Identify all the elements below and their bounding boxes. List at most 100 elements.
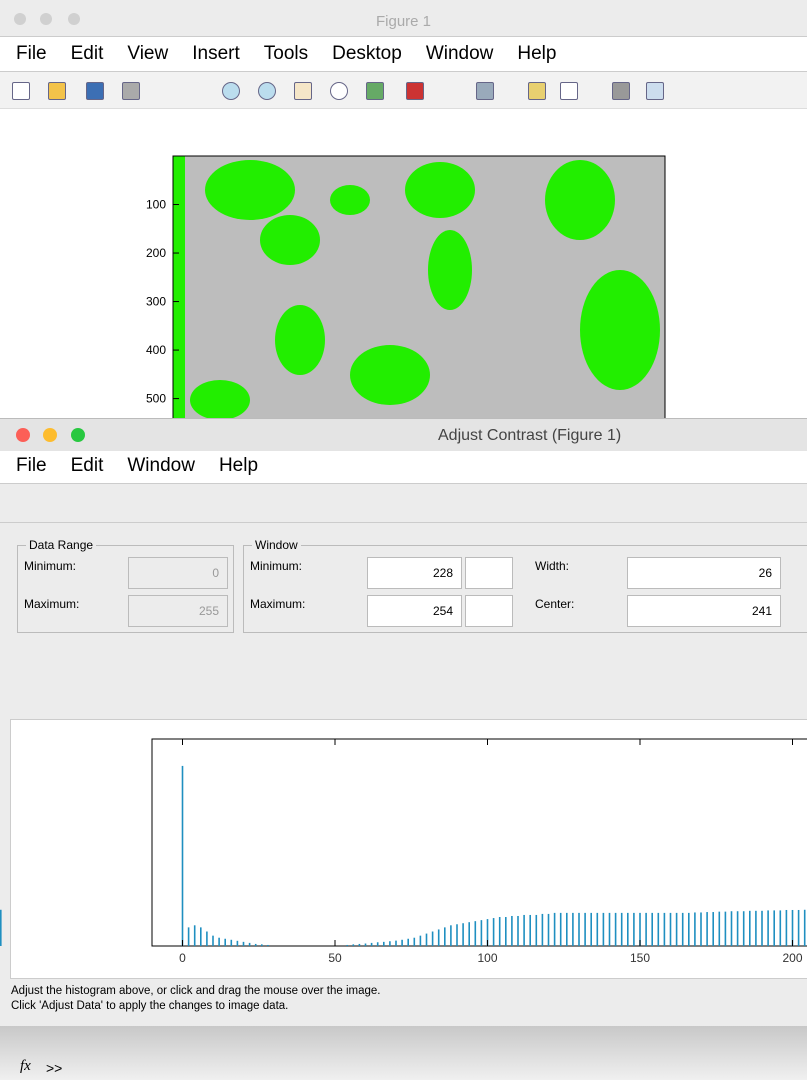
open-icon[interactable]: [48, 82, 66, 100]
histogram-bar: [200, 927, 202, 946]
close-button[interactable]: [14, 13, 26, 25]
histogram-bar: [364, 943, 367, 946]
histogram-bar: [559, 912, 562, 946]
panel-title: Window: [252, 538, 301, 552]
legend-icon[interactable]: [560, 82, 578, 100]
histogram: 0 50 100 150 200: [0, 738, 807, 965]
menu-item[interactable]: File: [16, 43, 47, 64]
menu-item[interactable]: Tools: [263, 43, 309, 64]
axes-box: [151, 738, 807, 947]
histogram-bar: [602, 912, 605, 946]
x-tick-label: 100: [477, 951, 497, 965]
histogram-bar: [242, 941, 245, 946]
link-icon[interactable]: [476, 82, 494, 100]
x-tick-label: 0: [179, 951, 186, 965]
show-icon[interactable]: [646, 82, 664, 100]
histogram-bar: [230, 939, 233, 946]
histogram-bar: [456, 924, 458, 946]
label: Maximum:: [24, 597, 80, 611]
histogram-bar: [267, 944, 269, 946]
menu-item[interactable]: Window: [127, 455, 195, 476]
histogram-bar: [566, 912, 568, 946]
histogram-bar: [352, 944, 355, 946]
histogram-bar: [785, 909, 788, 946]
histogram-bar: [437, 929, 440, 946]
histogram-bar: [633, 912, 635, 946]
histogram-bar: [803, 909, 806, 946]
minimize-button[interactable]: [40, 13, 52, 25]
y-tick-label: 400: [146, 343, 166, 357]
histogram-bar: [724, 911, 727, 946]
menu-item[interactable]: File: [16, 455, 47, 476]
eyedropper-button[interactable]: [465, 595, 513, 627]
menu-item[interactable]: View: [127, 43, 169, 64]
menu-item[interactable]: Desktop: [332, 43, 402, 64]
menu-bar: File Edit View Insert Tools Desktop Window Help: [16, 43, 580, 65]
histogram-bar: [620, 912, 623, 946]
histogram-bar: [468, 922, 470, 946]
colorbar-icon[interactable]: [528, 82, 546, 100]
menu-item[interactable]: Help: [517, 43, 557, 64]
histogram-bar: [236, 940, 239, 946]
menu-bg: [0, 451, 807, 483]
histogram-bar: [700, 912, 702, 946]
window-panel: Window: [243, 538, 807, 633]
histogram-bar: [480, 920, 483, 946]
text-field[interactable]: 26: [627, 557, 781, 589]
histogram-bar: [187, 927, 190, 946]
figure-window: Figure 1 File Edit View Insert Tools Desktop W…: [0, 0, 807, 420]
histogram-bar: [779, 910, 782, 946]
zoom-in-icon[interactable]: [222, 82, 240, 100]
eyedropper-button[interactable]: [465, 557, 513, 589]
histogram-bar: [425, 933, 428, 946]
menu-item[interactable]: Help: [218, 455, 259, 476]
image-axes: 100 200 300 400 500: [146, 155, 666, 420]
text-field: 0: [128, 557, 228, 589]
image-region: [545, 160, 615, 240]
data-range-panel: Data Range: [17, 538, 234, 633]
histogram-bar: [462, 923, 464, 946]
x-tick-label: 50: [328, 951, 342, 965]
close-button[interactable]: [16, 428, 30, 442]
save-icon[interactable]: [86, 82, 104, 100]
minimize-button[interactable]: [43, 428, 57, 442]
histogram-bar: [718, 911, 721, 946]
histogram-bar: [248, 942, 251, 946]
print-icon[interactable]: [122, 82, 140, 100]
text-field[interactable]: 228: [367, 557, 462, 589]
prompt[interactable]: >>: [46, 1060, 63, 1076]
histogram-bar: [596, 912, 599, 946]
pan-icon[interactable]: [294, 82, 312, 100]
rotate-icon[interactable]: [330, 82, 348, 100]
histogram-bar: [761, 910, 763, 946]
histogram-bar: [261, 944, 263, 946]
hide-icon[interactable]: [612, 82, 630, 100]
zoom-button[interactable]: [71, 428, 85, 442]
zoom-out-icon[interactable]: [258, 82, 276, 100]
zoom-button[interactable]: [68, 13, 80, 25]
histogram-bar: [663, 912, 666, 946]
status-text: Adjust the histogram above, or click and…: [11, 985, 381, 997]
menu-item[interactable]: Edit: [70, 455, 104, 476]
menu-item[interactable]: Edit: [70, 43, 104, 64]
histogram-bar: [492, 918, 495, 946]
datacursor-icon[interactable]: [366, 82, 384, 100]
text-field[interactable]: 241: [627, 595, 781, 627]
label: Width:: [535, 559, 570, 573]
new-icon[interactable]: [12, 82, 30, 100]
histogram-bar: [370, 942, 373, 946]
histogram-bar: [572, 912, 574, 946]
y-tick-label: 100: [146, 198, 166, 212]
text-field[interactable]: 254: [367, 595, 462, 627]
histogram-bar: [498, 917, 501, 946]
menu-item[interactable]: Window: [425, 43, 494, 64]
histogram-bar: [657, 912, 660, 946]
menu-item[interactable]: Insert: [192, 43, 240, 64]
histogram-bar: [0, 909, 2, 946]
histogram-bar: [627, 912, 629, 946]
histogram-bar: [450, 925, 452, 946]
histogram-bar: [742, 911, 745, 946]
brush-icon[interactable]: [406, 82, 424, 100]
histogram-bar: [505, 917, 507, 946]
